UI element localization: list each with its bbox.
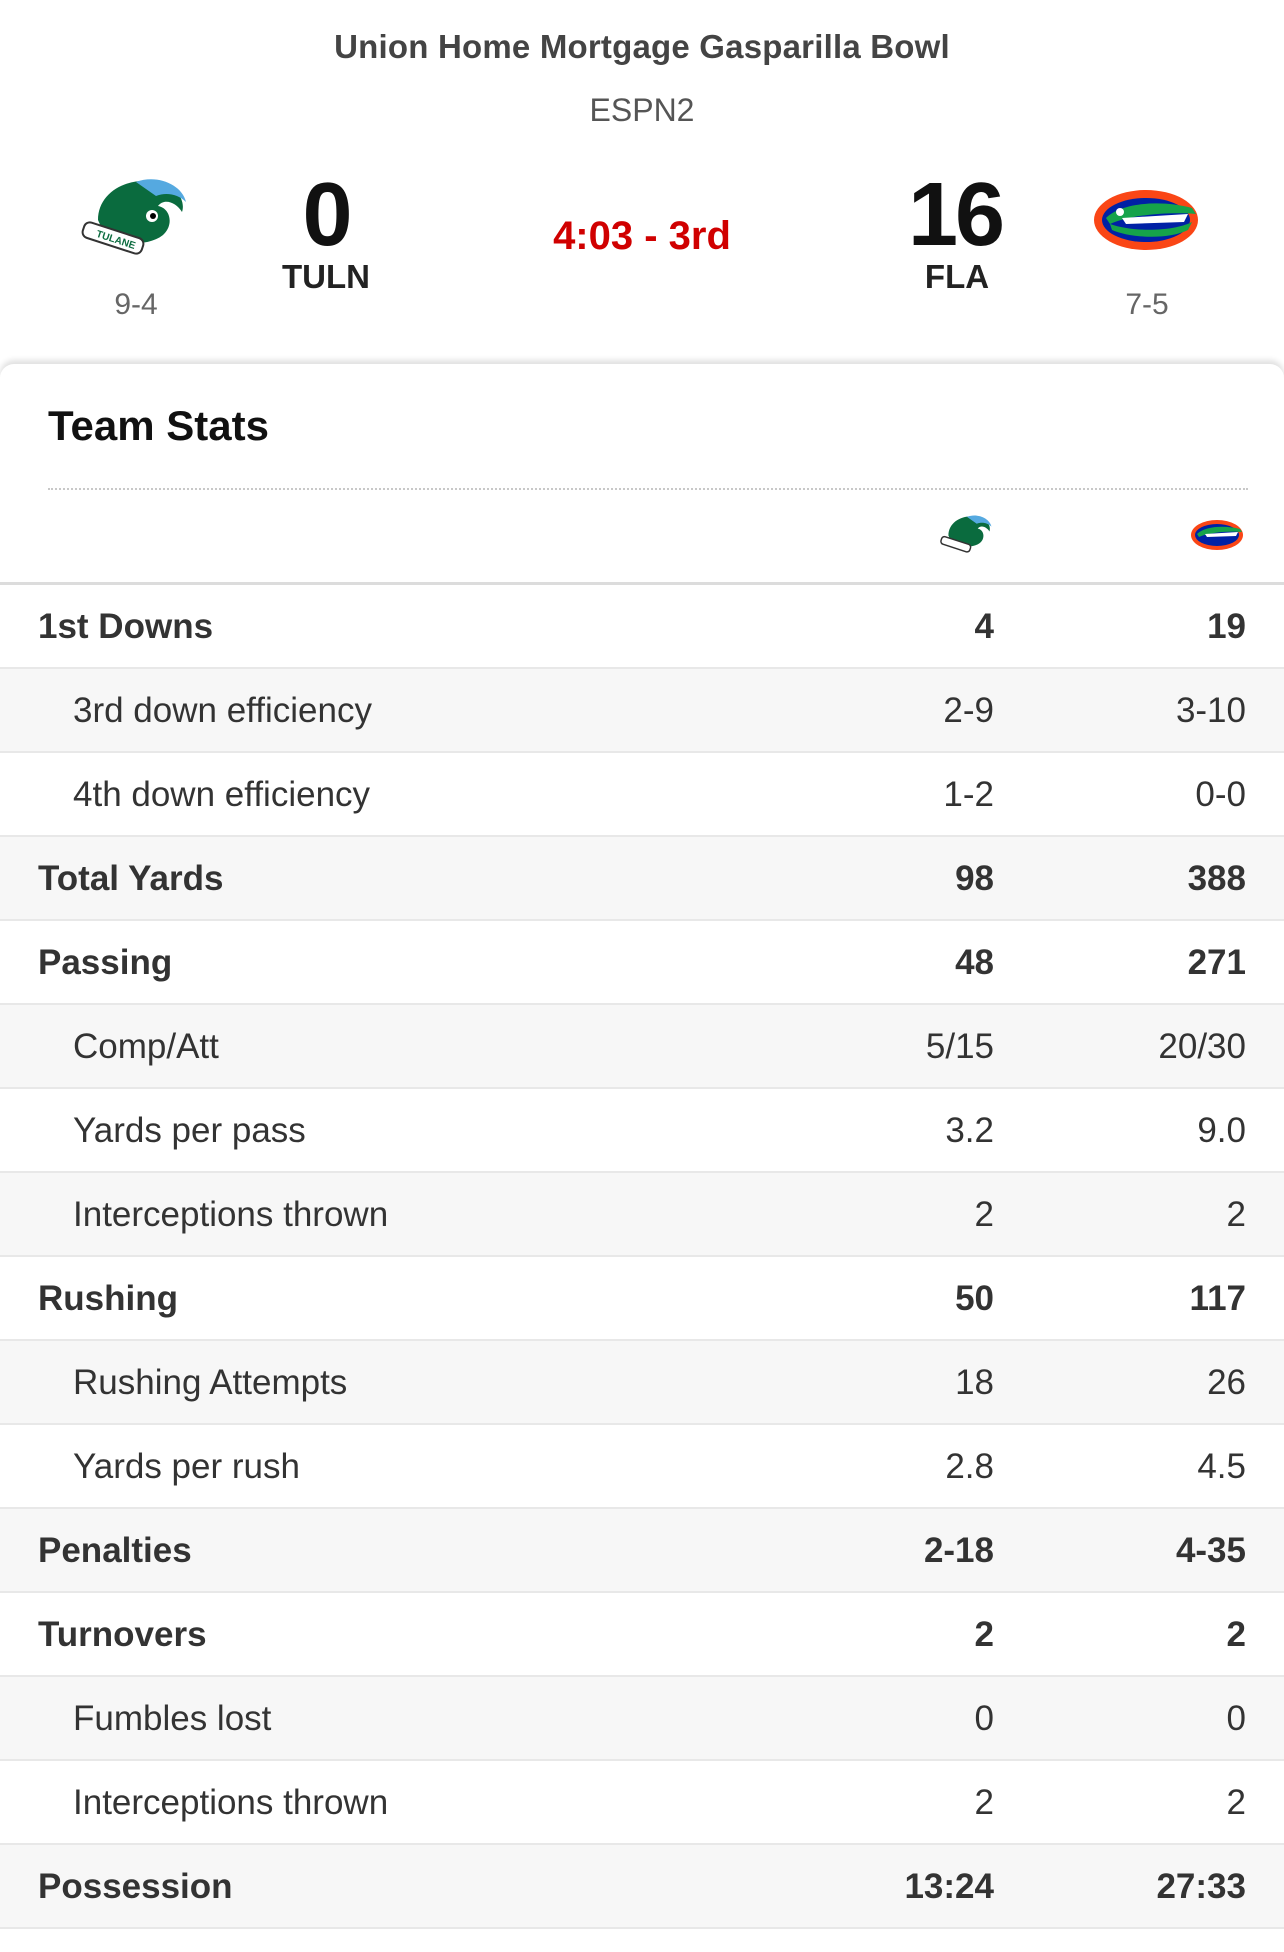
home-stat-value: 26 bbox=[1207, 1363, 1246, 1402]
home-score: 16 bbox=[907, 165, 1005, 265]
home-stat-value: 271 bbox=[1187, 943, 1246, 982]
stat-row: Total Yards 98 388 bbox=[0, 837, 1284, 921]
home-stat-value: 9.0 bbox=[1197, 1111, 1246, 1150]
stat-row: Rushing 50 117 bbox=[0, 1257, 1284, 1341]
away-stat-value: 50 bbox=[955, 1279, 994, 1318]
away-stat-value: 4 bbox=[974, 607, 994, 646]
stat-row: Interceptions thrown 2 2 bbox=[0, 1173, 1284, 1257]
stat-row: Rushing Attempts 18 26 bbox=[0, 1341, 1284, 1425]
stat-row: Fumbles lost 0 0 bbox=[0, 1677, 1284, 1761]
network-label: ESPN2 bbox=[589, 92, 695, 128]
team-stats-card: Team Stats 1st Downs 4 19 3rd down efficien… bbox=[0, 364, 1284, 1952]
section-title: Team Stats bbox=[48, 402, 269, 449]
stat-label: 4th down efficiency bbox=[73, 775, 371, 814]
stat-label: Fumbles lost bbox=[73, 1699, 272, 1738]
stat-label: Yards per pass bbox=[73, 1111, 306, 1150]
away-stat-value: 2-18 bbox=[923, 1531, 994, 1570]
away-stat-value: 2 bbox=[974, 1615, 994, 1654]
stat-row: Yards per pass 3.2 9.0 bbox=[0, 1089, 1284, 1173]
stat-row: 3rd down efficiency 2-9 3-10 bbox=[0, 669, 1284, 753]
stat-row: Interceptions thrown 2 2 bbox=[0, 1761, 1284, 1845]
home-stat-value: 27:33 bbox=[1156, 1867, 1246, 1906]
stat-row: Yards per rush 2.8 4.5 bbox=[0, 1425, 1284, 1509]
stat-label: Passing bbox=[38, 943, 173, 982]
away-stat-value: 13:24 bbox=[904, 1867, 994, 1906]
stat-label: Possession bbox=[38, 1867, 233, 1906]
home-stat-value: 20/30 bbox=[1158, 1027, 1246, 1066]
stat-label: 3rd down efficiency bbox=[73, 691, 372, 730]
game-title: Union Home Mortgage Gasparilla Bowl bbox=[334, 28, 950, 65]
away-stat-value: 2.8 bbox=[945, 1447, 994, 1486]
away-stat-value: 2 bbox=[974, 1195, 994, 1234]
away-stat-value: 0 bbox=[974, 1699, 994, 1738]
home-stat-value: 0-0 bbox=[1195, 775, 1246, 814]
away-stat-value: 2 bbox=[974, 1783, 994, 1822]
divider bbox=[48, 488, 1248, 490]
tulane-mini-logo-icon bbox=[940, 515, 992, 553]
tulane-green-wave-logo-icon[interactable]: TULANE bbox=[78, 172, 194, 262]
stat-row: Penalties 2-18 4-35 bbox=[0, 1509, 1284, 1593]
home-stat-value: 4-35 bbox=[1175, 1531, 1246, 1570]
away-stat-value: 5/15 bbox=[925, 1027, 994, 1066]
away-stat-value: 2-9 bbox=[943, 691, 994, 730]
florida-gators-logo-icon[interactable] bbox=[1092, 182, 1204, 254]
stat-label: Yards per rush bbox=[73, 1447, 300, 1486]
stat-row: 1st Downs 4 19 bbox=[0, 585, 1284, 669]
stat-row: Passing 48 271 bbox=[0, 921, 1284, 1005]
home-stat-value: 2 bbox=[1226, 1783, 1246, 1822]
stat-label: Turnovers bbox=[38, 1615, 207, 1654]
stat-label: Comp/Att bbox=[73, 1027, 219, 1066]
stats-table: 1st Downs 4 19 3rd down efficiency 2-9 3-10 4t… bbox=[0, 582, 1284, 1929]
away-team-abbr[interactable]: TULN bbox=[282, 258, 370, 295]
home-team-abbr[interactable]: FLA bbox=[924, 258, 990, 295]
home-team-record: 7-5 bbox=[1125, 288, 1169, 321]
home-stat-value: 117 bbox=[1189, 1279, 1246, 1318]
stat-label: 1st Downs bbox=[38, 607, 214, 646]
away-stat-value: 18 bbox=[955, 1363, 994, 1402]
home-stat-value: 19 bbox=[1207, 607, 1246, 646]
home-stat-value: 388 bbox=[1187, 859, 1246, 898]
home-stat-value: 2 bbox=[1226, 1615, 1246, 1654]
stat-label: Interceptions thrown bbox=[73, 1195, 389, 1234]
home-stat-value: 2 bbox=[1226, 1195, 1246, 1234]
stat-label: Interceptions thrown bbox=[73, 1783, 389, 1822]
game-clock: 4:03 - 3rd bbox=[553, 214, 731, 258]
away-stat-value: 98 bbox=[955, 859, 994, 898]
away-stat-value: 1-2 bbox=[943, 775, 994, 814]
stat-row: Comp/Att 5/15 20/30 bbox=[0, 1005, 1284, 1089]
stat-label: Penalties bbox=[38, 1531, 192, 1570]
stat-label: Rushing Attempts bbox=[73, 1363, 348, 1402]
home-stat-value: 3-10 bbox=[1175, 691, 1246, 730]
away-score: 0 bbox=[302, 165, 352, 265]
stat-row: Turnovers 2 2 bbox=[0, 1593, 1284, 1677]
away-stat-value: 48 bbox=[955, 943, 994, 982]
stat-row: Possession 13:24 27:33 bbox=[0, 1845, 1284, 1929]
home-stat-value: 4.5 bbox=[1197, 1447, 1246, 1486]
scoreboard-header: Union Home Mortgage Gasparilla Bowl ESPN… bbox=[0, 0, 1284, 364]
stat-label: Rushing bbox=[38, 1279, 178, 1318]
home-stat-value: 0 bbox=[1226, 1699, 1246, 1738]
stat-row: 4th down efficiency 1-2 0-0 bbox=[0, 753, 1284, 837]
away-team-record: 9-4 bbox=[114, 288, 158, 321]
florida-mini-logo-icon bbox=[1191, 520, 1243, 550]
stat-label: Total Yards bbox=[38, 859, 224, 898]
away-stat-value: 3.2 bbox=[945, 1111, 994, 1150]
